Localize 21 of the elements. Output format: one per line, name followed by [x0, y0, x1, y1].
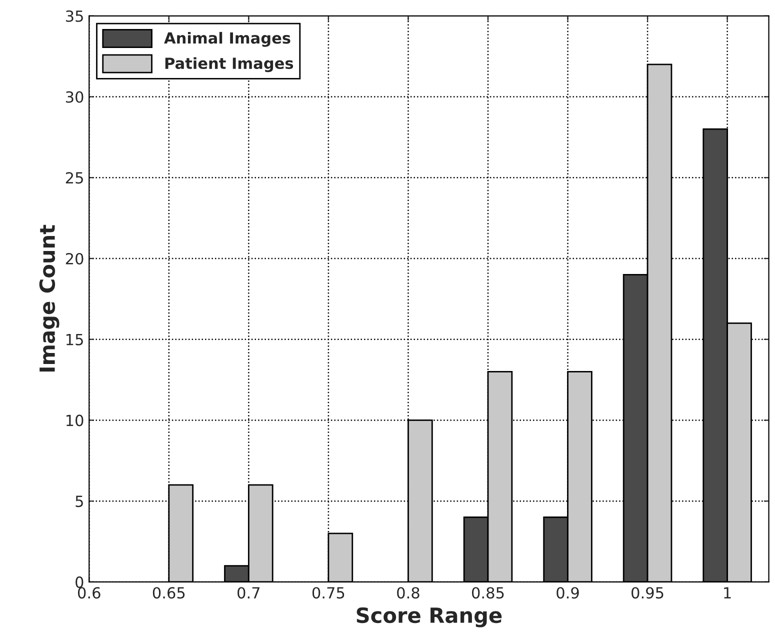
y-tick-label: 35 — [66, 10, 83, 22]
y-tick-label: 10 — [66, 414, 84, 426]
y-tick-label: 5 — [76, 496, 83, 508]
x-tick-label: 1 — [724, 587, 731, 598]
y-tick-label: 20 — [66, 252, 84, 265]
x-tick-label: 0.65 — [152, 587, 185, 599]
x-tick-label: 0.8 — [397, 587, 420, 599]
legend-label: Patient Images — [165, 57, 294, 72]
x-tick-label: 0.9 — [556, 587, 579, 599]
x-tick-label: 0.6 — [78, 587, 100, 599]
y-tick-label: 30 — [66, 91, 84, 103]
y-tick-label: 25 — [66, 172, 83, 184]
x-tick-label: 0.7 — [238, 587, 260, 599]
y-axis-title: Image Count — [39, 224, 60, 372]
x-tick-label: 0.85 — [472, 587, 504, 599]
y-tick-label: 0 — [76, 576, 84, 588]
x-tick-label: 0.95 — [632, 587, 664, 599]
y-tick-label: 15 — [66, 334, 83, 346]
x-tick-label: 0.75 — [312, 587, 344, 599]
legend-label: Animal Images — [164, 32, 290, 47]
x-axis-title: Score Range — [356, 607, 502, 628]
